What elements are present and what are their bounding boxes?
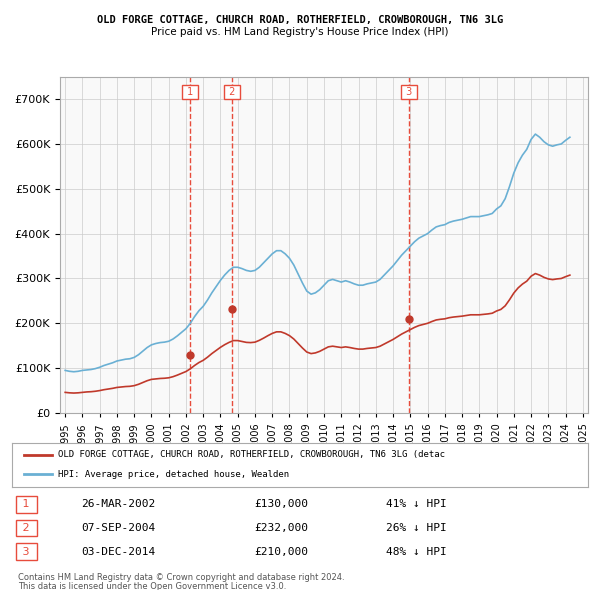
Text: OLD FORGE COTTAGE, CHURCH ROAD, ROTHERFIELD, CROWBOROUGH, TN6 3LG (detac: OLD FORGE COTTAGE, CHURCH ROAD, ROTHERFI… bbox=[58, 450, 445, 460]
Text: Price paid vs. HM Land Registry's House Price Index (HPI): Price paid vs. HM Land Registry's House … bbox=[151, 27, 449, 37]
Text: 07-SEP-2004: 07-SEP-2004 bbox=[81, 523, 155, 533]
Text: Contains HM Land Registry data © Crown copyright and database right 2024.: Contains HM Land Registry data © Crown c… bbox=[18, 573, 344, 582]
Text: 3: 3 bbox=[19, 547, 34, 556]
Text: 41% ↓ HPI: 41% ↓ HPI bbox=[386, 500, 447, 509]
Text: HPI: Average price, detached house, Wealden: HPI: Average price, detached house, Weal… bbox=[58, 470, 289, 479]
Text: 1: 1 bbox=[184, 87, 196, 97]
Text: 03-DEC-2014: 03-DEC-2014 bbox=[81, 547, 155, 556]
Text: 2: 2 bbox=[19, 523, 34, 533]
Text: £232,000: £232,000 bbox=[254, 523, 308, 533]
Text: This data is licensed under the Open Government Licence v3.0.: This data is licensed under the Open Gov… bbox=[18, 582, 286, 590]
Text: 26-MAR-2002: 26-MAR-2002 bbox=[81, 500, 155, 509]
Text: 48% ↓ HPI: 48% ↓ HPI bbox=[386, 547, 447, 556]
Text: OLD FORGE COTTAGE, CHURCH ROAD, ROTHERFIELD, CROWBOROUGH, TN6 3LG: OLD FORGE COTTAGE, CHURCH ROAD, ROTHERFI… bbox=[97, 15, 503, 25]
Text: £130,000: £130,000 bbox=[254, 500, 308, 509]
Text: 26% ↓ HPI: 26% ↓ HPI bbox=[386, 523, 447, 533]
Text: £210,000: £210,000 bbox=[254, 547, 308, 556]
Text: 2: 2 bbox=[226, 87, 238, 97]
Text: 1: 1 bbox=[19, 500, 34, 509]
Text: 3: 3 bbox=[403, 87, 415, 97]
